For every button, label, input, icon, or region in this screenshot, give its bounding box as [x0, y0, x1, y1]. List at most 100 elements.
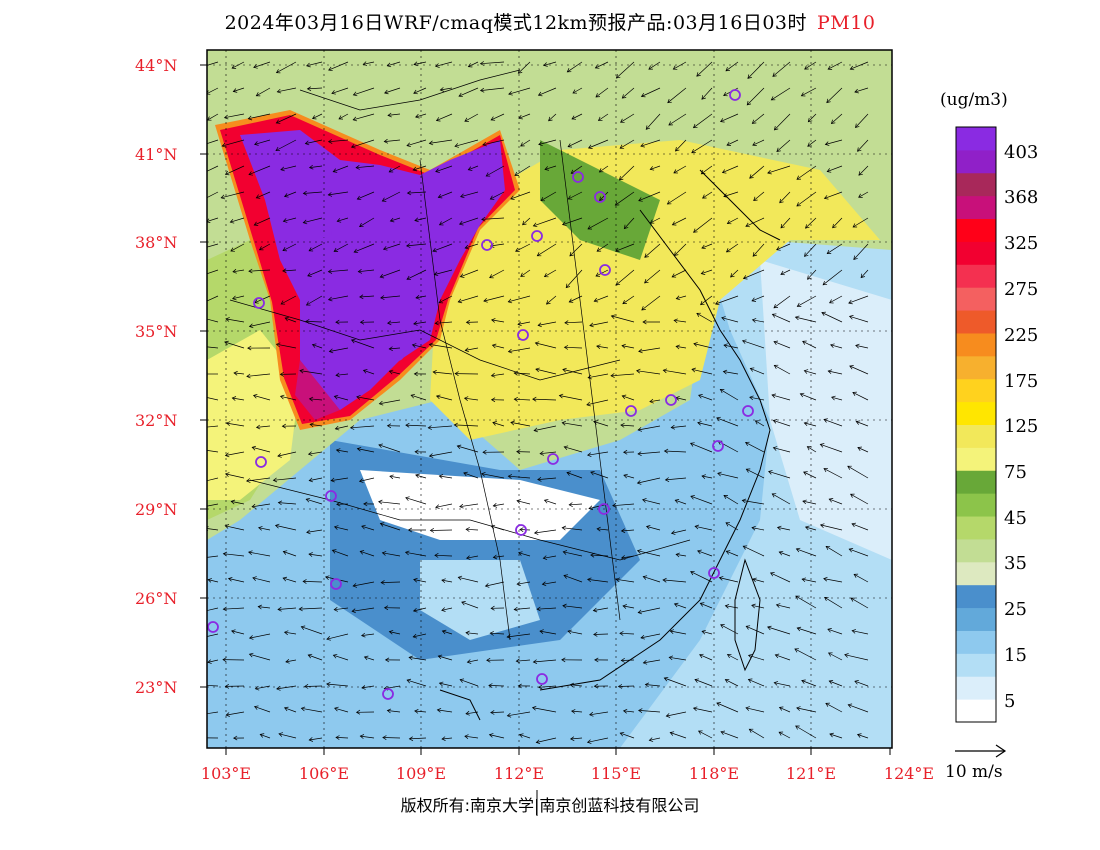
wind-vector: [328, 61, 349, 71]
wind-vector-head: [645, 524, 651, 530]
wind-vector-head: [675, 295, 681, 301]
wind-vector-head: [754, 420, 760, 425]
wind-vector: [675, 139, 687, 152]
wind-vector-head: [335, 735, 340, 740]
wind-vector-head: [776, 246, 781, 251]
wind-vector-head: [439, 87, 445, 92]
wind-vector-head: [589, 322, 594, 328]
wind-vector-head: [352, 91, 358, 97]
wind-vector-head: [796, 706, 801, 711]
wind-vector-head: [803, 421, 809, 427]
wind-vector-head: [305, 301, 311, 306]
wind-vector: [352, 607, 375, 612]
colorbar-swatch: [956, 699, 996, 723]
wind-vector-head: [434, 320, 439, 326]
wind-vector-head: [359, 550, 365, 555]
wind-vector-head: [255, 92, 261, 97]
wind-vector-head: [518, 114, 523, 120]
wind-vector-head: [406, 678, 412, 684]
wind-vector: [804, 61, 817, 70]
wind-vector-head: [795, 725, 800, 730]
wind-vector: [537, 243, 557, 257]
wind-vector: [670, 732, 687, 739]
wind-vector-head: [618, 176, 624, 181]
wind-vector: [774, 364, 791, 375]
wind-vector-head: [283, 706, 289, 712]
wind-vector: [381, 581, 401, 583]
wind-vector-head: [636, 549, 642, 554]
wind-vector: [207, 633, 219, 637]
wind-vector-head: [745, 625, 751, 630]
wind-vector-head: [459, 503, 464, 509]
wind-vector: [413, 321, 427, 325]
wind-vector: [519, 529, 531, 531]
magenta-edge: [295, 360, 340, 420]
wind-vector: [378, 444, 401, 453]
wind-vector-head: [587, 225, 593, 230]
wind-vector-head: [855, 343, 860, 349]
wind-vector-head: [490, 397, 496, 403]
wind-vector-head: [328, 66, 333, 72]
province-border-3: [249, 479, 691, 561]
wind-vector: [207, 269, 219, 275]
wind-vector-head: [858, 171, 863, 176]
wind-vector: [335, 737, 349, 739]
wind-vector-head: [593, 632, 598, 637]
wind-vector-head: [305, 497, 311, 503]
city-marker: [572, 171, 584, 183]
wind-vector-head: [359, 319, 365, 325]
hainan-outline: [439, 689, 481, 721]
wind-vector-head: [645, 125, 651, 130]
wind-vector: [623, 474, 635, 479]
wind-vector: [222, 139, 245, 147]
wind-vector-head: [412, 607, 418, 613]
colorbar-swatch: [956, 470, 996, 494]
wind-vector-head: [282, 576, 288, 582]
wind-vector-head: [665, 713, 671, 718]
lon-label-112: 112°E: [493, 764, 545, 783]
wind-vector: [751, 527, 765, 531]
wind-vector-head: [724, 678, 730, 684]
colorbar-swatch: [956, 378, 996, 403]
wind-vector: [638, 191, 661, 202]
wind-vector: [231, 630, 245, 635]
wind-vector: [855, 113, 869, 128]
wind-vector: [640, 633, 661, 639]
wind-vector-head: [489, 195, 495, 200]
wind-vector-head: [773, 681, 779, 686]
wind-vector-head: [414, 708, 419, 714]
wind-vector: [518, 61, 531, 74]
wind-vector: [207, 139, 219, 145]
wind-vector-head: [856, 733, 862, 738]
wind-vector-head: [621, 343, 626, 349]
wind-vector: [587, 737, 609, 743]
wind-vector-head: [356, 395, 361, 400]
wind-vector: [207, 318, 219, 323]
wind-vector: [248, 113, 271, 120]
wind-vector: [771, 87, 791, 101]
wind-vector: [465, 347, 479, 351]
wind-vector-head: [283, 193, 289, 198]
wind-vector: [308, 654, 323, 661]
wind-vector: [619, 165, 635, 181]
wind-vector: [776, 243, 791, 251]
wind-vector-head: [432, 247, 437, 253]
wind-vector: [588, 373, 609, 379]
wind-vector-head: [572, 89, 578, 94]
wind-vector: [568, 191, 583, 200]
wind-vector-head: [847, 465, 852, 470]
wind-vector-head: [662, 577, 667, 583]
wind-vector-head: [361, 524, 366, 530]
wind-vector-head: [306, 86, 312, 92]
wind-vector: [742, 340, 765, 349]
wind-vector: [338, 113, 349, 120]
wind-vector: [233, 372, 245, 375]
wind-vectors: [207, 61, 869, 745]
wind-vector: [701, 269, 713, 275]
wind-vector-head: [807, 142, 812, 147]
wind-vector: [359, 295, 375, 298]
wind-vector: [825, 702, 843, 713]
wind-vector: [438, 655, 453, 661]
wind-vector-head: [697, 730, 703, 735]
wind-vector: [772, 313, 791, 323]
